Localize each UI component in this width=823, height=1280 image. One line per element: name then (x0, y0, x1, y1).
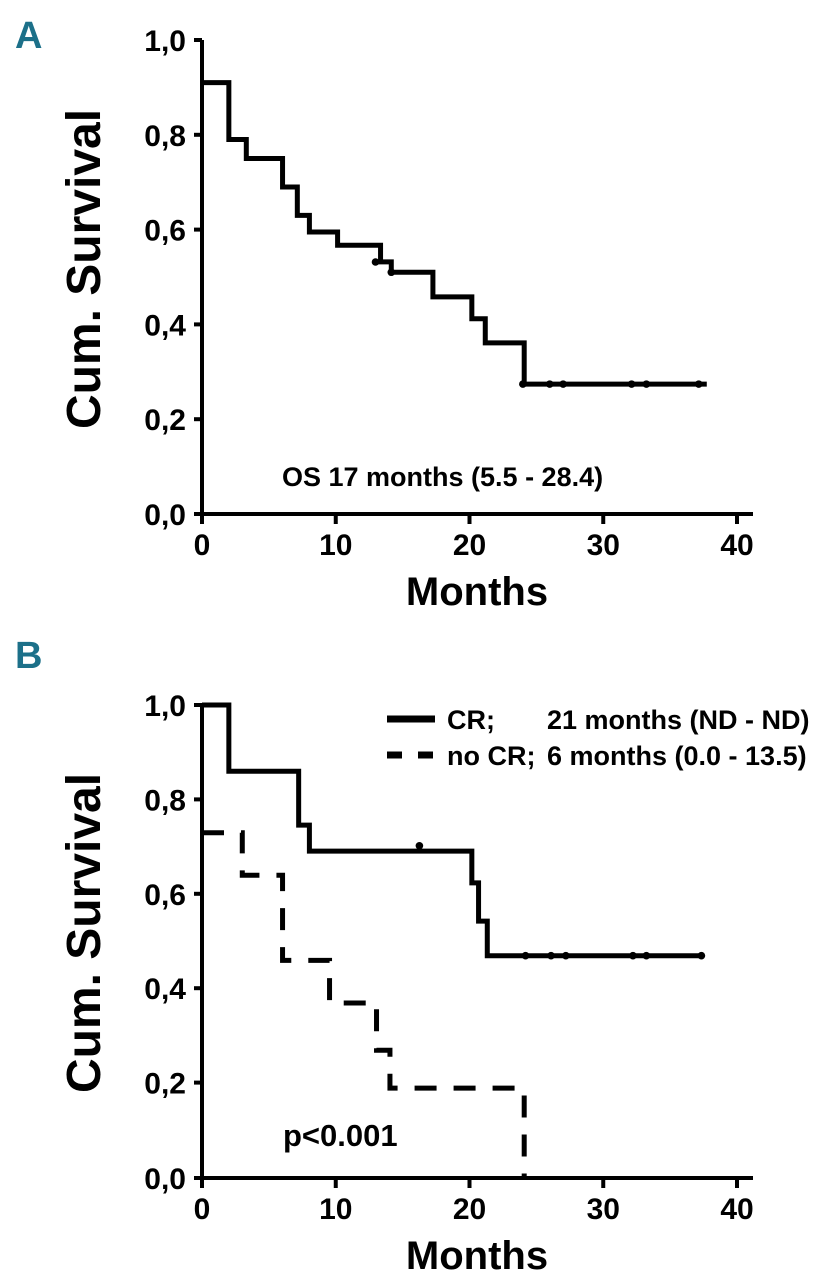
svg-text:21 months (ND - ND): 21 months (ND - ND) (547, 705, 810, 735)
svg-text:20: 20 (453, 529, 486, 562)
svg-text:0,0: 0,0 (144, 1163, 186, 1196)
svg-text:0,8: 0,8 (144, 784, 186, 817)
svg-text:p<0.001: p<0.001 (283, 1118, 398, 1153)
svg-text:40: 40 (720, 529, 753, 562)
svg-text:40: 40 (720, 1193, 753, 1226)
svg-text:10: 10 (319, 1193, 352, 1226)
svg-text:0: 0 (194, 529, 211, 562)
svg-text:Months: Months (406, 1234, 548, 1278)
svg-text:0,4: 0,4 (144, 309, 186, 342)
svg-text:0,2: 0,2 (144, 1068, 186, 1101)
svg-text:0: 0 (194, 1193, 211, 1226)
svg-text:0,8: 0,8 (144, 120, 186, 153)
svg-text:0,2: 0,2 (144, 404, 186, 437)
svg-text:Cum. Survival: Cum. Survival (58, 773, 111, 1093)
svg-text:CR;: CR; (447, 705, 495, 735)
svg-text:no CR;: no CR; (447, 741, 535, 771)
svg-text:0,6: 0,6 (144, 879, 186, 912)
svg-text:0,4: 0,4 (144, 973, 186, 1006)
svg-text:0,0: 0,0 (144, 499, 186, 532)
svg-text:30: 30 (587, 529, 620, 562)
svg-text:Months: Months (406, 570, 548, 614)
svg-text:20: 20 (453, 1193, 486, 1226)
svg-text:OS 17 months (5.5 - 28.4): OS 17 months (5.5 - 28.4) (282, 462, 603, 492)
svg-text:30: 30 (587, 1193, 620, 1226)
svg-text:6 months (0.0 - 13.5): 6 months (0.0 - 13.5) (547, 741, 807, 771)
svg-text:Cum. Survival: Cum. Survival (58, 109, 111, 429)
svg-text:0,6: 0,6 (144, 215, 186, 248)
svg-text:1,0: 1,0 (144, 690, 186, 723)
svg-text:1,0: 1,0 (144, 25, 186, 58)
svg-text:10: 10 (319, 529, 352, 562)
